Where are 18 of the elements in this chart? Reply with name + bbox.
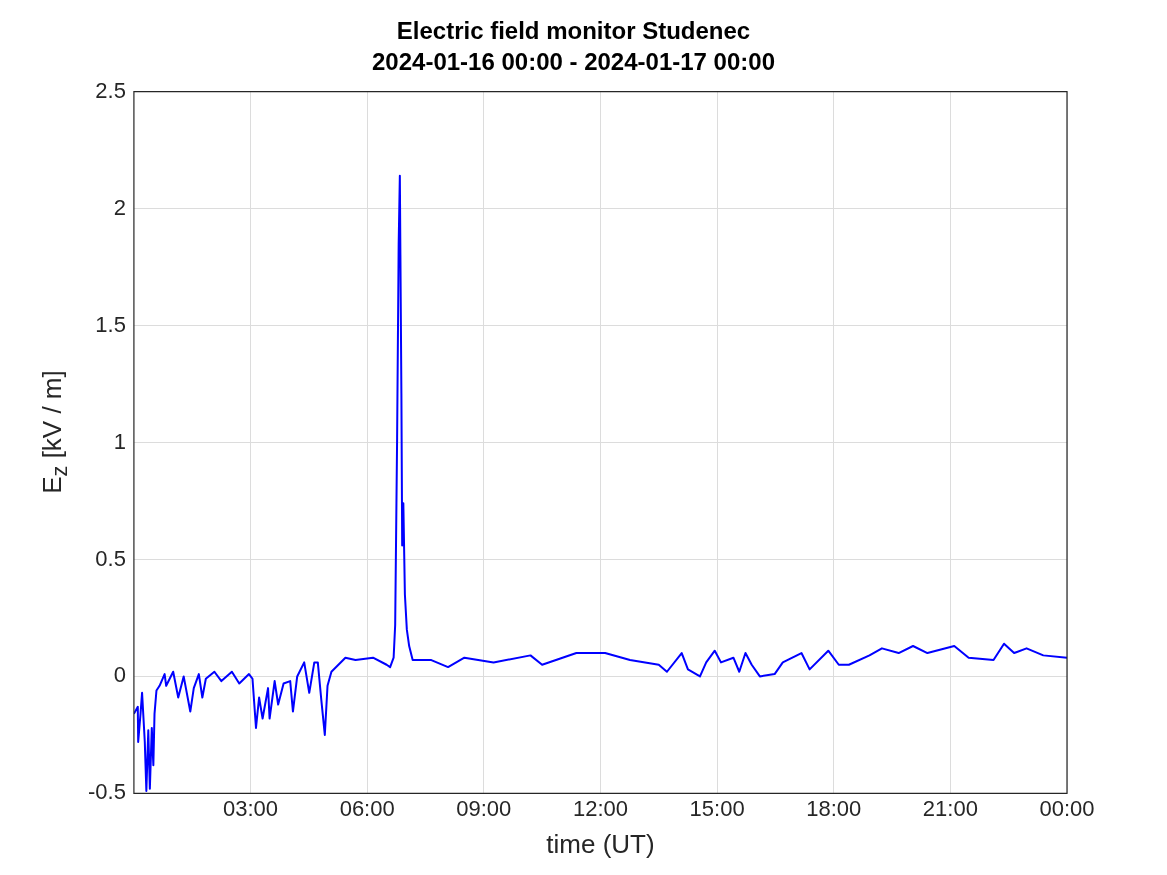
x-tick-label: 03:00 [223,795,279,821]
x-tick-label: 12:00 [572,795,628,821]
y-tick-label: 2 [113,194,126,220]
chart-subtitle: 2024-01-16 00:00 - 2024-01-17 00:00 [372,47,775,75]
y-tick-label: 1.5 [95,311,126,337]
x-tick-label: 00:00 [1039,795,1095,821]
y-tick-label: -0.5 [87,779,126,805]
chart-title: Electric field monitor Studenec [396,17,751,45]
y-tick-label: 0 [113,662,126,688]
x-tick-label: 06:00 [339,795,395,821]
y-tick-label: 1 [113,428,126,454]
y-tick-label: 2.5 [95,77,126,103]
x-tick-label: 18:00 [806,795,862,821]
x-tick-label: 09:00 [456,795,512,821]
x-tick-label: 21:00 [922,795,978,821]
x-axis-title: time (UT) [546,828,655,859]
x-tick-label: 15:00 [689,795,745,821]
y-tick-label: 0.5 [95,545,126,571]
